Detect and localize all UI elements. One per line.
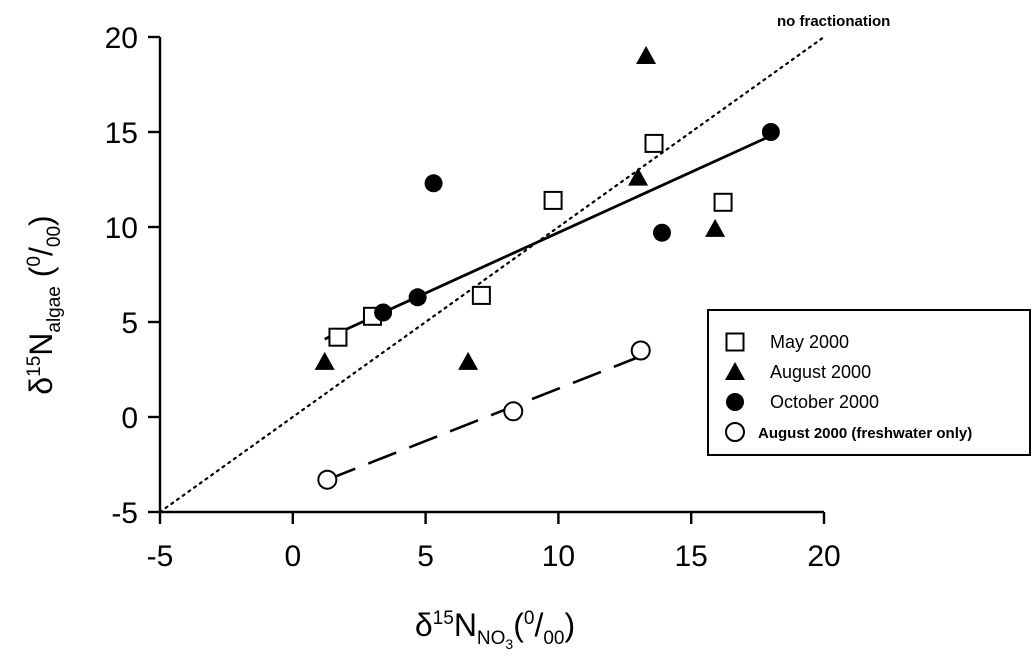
y-tick-label: 15: [105, 117, 138, 150]
x-axis-title: δ15NNO3(0/00): [415, 607, 575, 652]
point-august-2000: [458, 351, 479, 370]
point-october-2000: [652, 223, 671, 242]
point-october-2000: [424, 174, 443, 193]
ticks: -5 0 5 10 15 20 -5 0 5 10 15 20: [105, 22, 841, 573]
legend-marker: [726, 393, 744, 411]
point-august-2000: [636, 46, 657, 64]
point-august-2000: [628, 167, 649, 186]
legend-label: October 2000: [770, 392, 879, 412]
point-may-2000: [644, 133, 664, 153]
point-august-2000: [705, 218, 726, 237]
legend-label: August 2000: [770, 362, 871, 382]
freshwater-regression-line: [326, 354, 642, 481]
data-points: [314, 46, 780, 490]
x-tick-label: 0: [284, 540, 301, 573]
x-tick-label: 20: [807, 540, 840, 573]
y-tick-label: 5: [121, 307, 138, 340]
point-august-2000-freshwater-only: [630, 340, 651, 361]
point-may-2000: [471, 285, 491, 305]
x-tick-label: 15: [675, 540, 708, 573]
point-may-2000: [328, 327, 348, 347]
no-fractionation-line: [158, 35, 826, 514]
y-axis-title: δ15Nalgae (0/00): [23, 215, 65, 394]
regression-line: [324, 134, 772, 341]
legend-box: [707, 309, 1031, 456]
y-tick-label: 20: [105, 22, 138, 55]
x-tick-label: 5: [417, 540, 434, 573]
point-august-2000-freshwater-only: [317, 469, 338, 490]
point-october-2000: [408, 288, 427, 307]
no-fractionation-annotation: no fractionation: [777, 13, 890, 30]
point-october-2000: [374, 303, 393, 322]
fit-lines: [158, 35, 826, 514]
legend-items: May 2000 August 2000 October 2000 August 20…: [725, 332, 972, 442]
y-tick-label: 0: [121, 402, 138, 435]
point-october-2000: [761, 123, 780, 141]
legend-label: May 2000: [770, 332, 849, 352]
legend-marker: [725, 362, 745, 380]
x-tick-label: 10: [542, 540, 575, 573]
y-tick-label: -5: [111, 497, 138, 530]
legend: May 2000 August 2000 October 2000 August 20…: [707, 309, 1031, 456]
point-august-2000-freshwater-only: [503, 401, 524, 422]
svg-text:δ15Nalgae (0/00): δ15Nalgae (0/00): [23, 215, 65, 394]
x-tick-label: -5: [147, 540, 174, 573]
point-may-2000: [713, 192, 733, 212]
point-august-2000: [314, 351, 335, 370]
axes: [158, 37, 824, 514]
svg-text:δ15NNO3(0/00): δ15NNO3(0/00): [415, 607, 575, 652]
legend-marker: [725, 332, 745, 352]
point-may-2000: [543, 190, 563, 210]
legend-marker: [725, 422, 745, 442]
legend-label: August 2000 (freshwater only): [758, 425, 972, 442]
y-tick-label: 10: [105, 212, 138, 245]
